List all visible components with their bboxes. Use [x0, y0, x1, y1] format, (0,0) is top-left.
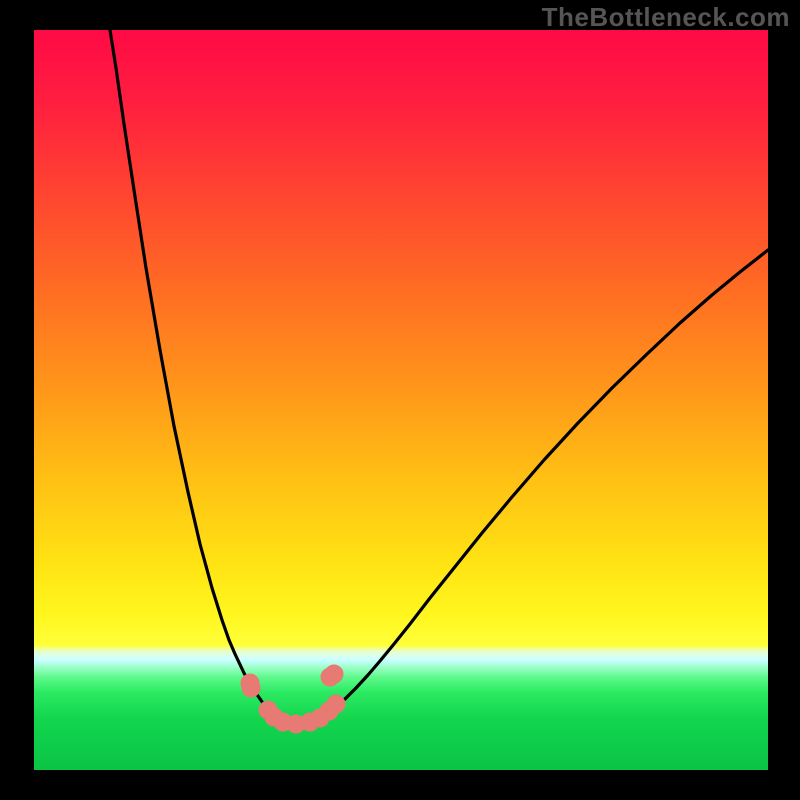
- watermark-text: TheBottleneck.com: [542, 2, 790, 33]
- plot-gradient: [34, 30, 768, 770]
- chart-stage: TheBottleneck.com: [0, 0, 800, 800]
- curve-marker: [327, 695, 345, 713]
- curve-marker: [242, 679, 260, 697]
- curve-marker: [325, 665, 343, 683]
- chart-svg: [0, 0, 800, 800]
